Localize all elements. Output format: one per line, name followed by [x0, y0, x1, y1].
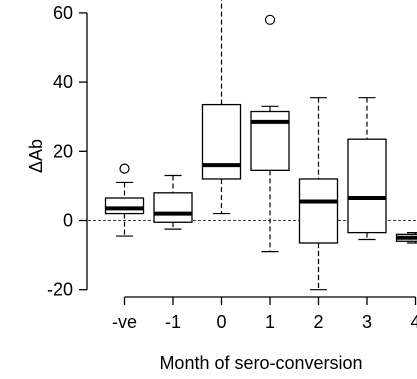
box-group-2: [298, 97, 339, 291]
box-iqr: [153, 192, 193, 223]
box-group-3: [347, 97, 387, 241]
box-group-4: [395, 232, 417, 244]
outlier-point: [264, 14, 276, 25]
y-tick-label: 0: [63, 211, 73, 231]
y-tick-label: 60: [53, 3, 73, 23]
box-iqr: [298, 178, 339, 244]
y-axis-label: ΔAb: [26, 139, 46, 173]
x-tick-label: 3: [362, 312, 372, 332]
x-tick-label: 1: [265, 312, 275, 332]
y-tick-label: 20: [53, 141, 73, 161]
box-iqr: [347, 138, 387, 234]
x-tick-label: -ve: [112, 312, 137, 332]
box-iqr: [201, 103, 242, 180]
y-tick-label: -20: [47, 280, 73, 300]
outlier-point: [119, 163, 130, 174]
box-group-1: [250, 14, 290, 253]
y-tick-label: 40: [53, 72, 73, 92]
x-tick-label: -1: [165, 312, 181, 332]
box-group--ve: [104, 163, 145, 237]
box-group-0: [201, 0, 242, 215]
x-tick-label: 2: [313, 312, 323, 332]
box-iqr: [104, 197, 145, 215]
x-tick-label: 0: [216, 312, 226, 332]
box-group--1: [153, 174, 193, 230]
axes: -20 0 20 40 60 -ve -1 0 1 2 3 4: [47, 3, 417, 332]
x-tick-label: 4: [410, 312, 417, 332]
x-axis-label: Month of sero-conversion: [159, 353, 362, 373]
plot-area: [88, 0, 417, 291]
